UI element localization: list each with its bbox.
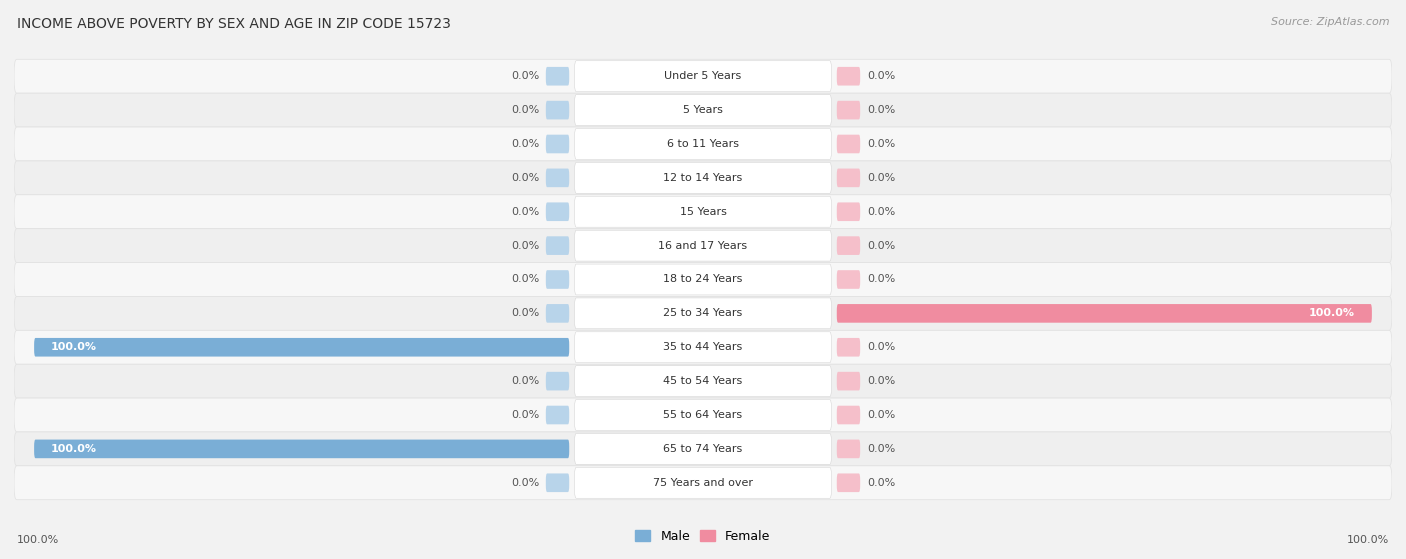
FancyBboxPatch shape bbox=[837, 169, 860, 187]
FancyBboxPatch shape bbox=[34, 439, 569, 458]
FancyBboxPatch shape bbox=[837, 101, 860, 120]
FancyBboxPatch shape bbox=[14, 432, 1392, 466]
Text: 0.0%: 0.0% bbox=[868, 139, 896, 149]
FancyBboxPatch shape bbox=[546, 67, 569, 86]
Text: 12 to 14 Years: 12 to 14 Years bbox=[664, 173, 742, 183]
Text: 65 to 74 Years: 65 to 74 Years bbox=[664, 444, 742, 454]
Text: 0.0%: 0.0% bbox=[510, 207, 538, 217]
Text: 25 to 34 Years: 25 to 34 Years bbox=[664, 309, 742, 319]
FancyBboxPatch shape bbox=[575, 298, 831, 329]
Text: 0.0%: 0.0% bbox=[510, 139, 538, 149]
Text: Under 5 Years: Under 5 Years bbox=[665, 71, 741, 81]
FancyBboxPatch shape bbox=[14, 195, 1392, 229]
Text: 0.0%: 0.0% bbox=[868, 342, 896, 352]
FancyBboxPatch shape bbox=[575, 400, 831, 430]
FancyBboxPatch shape bbox=[546, 202, 569, 221]
Text: Source: ZipAtlas.com: Source: ZipAtlas.com bbox=[1271, 17, 1389, 27]
FancyBboxPatch shape bbox=[837, 67, 860, 86]
Text: 0.0%: 0.0% bbox=[510, 410, 538, 420]
Text: 0.0%: 0.0% bbox=[868, 173, 896, 183]
Text: 0.0%: 0.0% bbox=[510, 274, 538, 285]
FancyBboxPatch shape bbox=[14, 398, 1392, 432]
Text: 0.0%: 0.0% bbox=[510, 376, 538, 386]
Text: 35 to 44 Years: 35 to 44 Years bbox=[664, 342, 742, 352]
FancyBboxPatch shape bbox=[14, 161, 1392, 195]
Text: 100.0%: 100.0% bbox=[17, 535, 59, 545]
FancyBboxPatch shape bbox=[14, 364, 1392, 398]
FancyBboxPatch shape bbox=[837, 473, 860, 492]
FancyBboxPatch shape bbox=[34, 338, 569, 357]
FancyBboxPatch shape bbox=[14, 466, 1392, 500]
FancyBboxPatch shape bbox=[575, 230, 831, 261]
Legend: Male, Female: Male, Female bbox=[630, 525, 776, 548]
FancyBboxPatch shape bbox=[546, 304, 569, 323]
Text: 100.0%: 100.0% bbox=[1347, 535, 1389, 545]
FancyBboxPatch shape bbox=[546, 169, 569, 187]
FancyBboxPatch shape bbox=[546, 101, 569, 120]
Text: 0.0%: 0.0% bbox=[868, 478, 896, 488]
Text: 5 Years: 5 Years bbox=[683, 105, 723, 115]
FancyBboxPatch shape bbox=[575, 129, 831, 159]
FancyBboxPatch shape bbox=[837, 135, 860, 153]
FancyBboxPatch shape bbox=[837, 439, 860, 458]
Text: 6 to 11 Years: 6 to 11 Years bbox=[666, 139, 740, 149]
Text: 15 Years: 15 Years bbox=[679, 207, 727, 217]
FancyBboxPatch shape bbox=[14, 229, 1392, 263]
Text: 16 and 17 Years: 16 and 17 Years bbox=[658, 240, 748, 250]
Text: 0.0%: 0.0% bbox=[868, 207, 896, 217]
FancyBboxPatch shape bbox=[575, 467, 831, 498]
FancyBboxPatch shape bbox=[14, 296, 1392, 330]
FancyBboxPatch shape bbox=[14, 330, 1392, 364]
Text: INCOME ABOVE POVERTY BY SEX AND AGE IN ZIP CODE 15723: INCOME ABOVE POVERTY BY SEX AND AGE IN Z… bbox=[17, 17, 451, 31]
FancyBboxPatch shape bbox=[14, 263, 1392, 296]
FancyBboxPatch shape bbox=[546, 135, 569, 153]
Text: 100.0%: 100.0% bbox=[51, 342, 97, 352]
Text: 75 Years and over: 75 Years and over bbox=[652, 478, 754, 488]
Text: 0.0%: 0.0% bbox=[510, 478, 538, 488]
FancyBboxPatch shape bbox=[14, 127, 1392, 161]
FancyBboxPatch shape bbox=[546, 473, 569, 492]
Text: 55 to 64 Years: 55 to 64 Years bbox=[664, 410, 742, 420]
FancyBboxPatch shape bbox=[575, 61, 831, 92]
FancyBboxPatch shape bbox=[837, 236, 860, 255]
Text: 100.0%: 100.0% bbox=[1309, 309, 1355, 319]
Text: 0.0%: 0.0% bbox=[868, 376, 896, 386]
FancyBboxPatch shape bbox=[837, 372, 860, 390]
Text: 0.0%: 0.0% bbox=[868, 274, 896, 285]
FancyBboxPatch shape bbox=[14, 93, 1392, 127]
Text: 0.0%: 0.0% bbox=[510, 105, 538, 115]
FancyBboxPatch shape bbox=[14, 59, 1392, 93]
FancyBboxPatch shape bbox=[575, 332, 831, 363]
Text: 18 to 24 Years: 18 to 24 Years bbox=[664, 274, 742, 285]
FancyBboxPatch shape bbox=[546, 236, 569, 255]
Text: 0.0%: 0.0% bbox=[510, 71, 538, 81]
FancyBboxPatch shape bbox=[837, 304, 1372, 323]
FancyBboxPatch shape bbox=[575, 366, 831, 396]
FancyBboxPatch shape bbox=[837, 202, 860, 221]
FancyBboxPatch shape bbox=[837, 406, 860, 424]
Text: 0.0%: 0.0% bbox=[868, 410, 896, 420]
Text: 0.0%: 0.0% bbox=[868, 105, 896, 115]
Text: 0.0%: 0.0% bbox=[510, 173, 538, 183]
FancyBboxPatch shape bbox=[546, 372, 569, 390]
FancyBboxPatch shape bbox=[837, 338, 860, 357]
Text: 100.0%: 100.0% bbox=[51, 444, 97, 454]
FancyBboxPatch shape bbox=[837, 270, 860, 289]
FancyBboxPatch shape bbox=[546, 270, 569, 289]
FancyBboxPatch shape bbox=[575, 264, 831, 295]
FancyBboxPatch shape bbox=[575, 94, 831, 126]
FancyBboxPatch shape bbox=[575, 433, 831, 465]
Text: 45 to 54 Years: 45 to 54 Years bbox=[664, 376, 742, 386]
FancyBboxPatch shape bbox=[575, 196, 831, 227]
Text: 0.0%: 0.0% bbox=[510, 240, 538, 250]
Text: 0.0%: 0.0% bbox=[868, 71, 896, 81]
Text: 0.0%: 0.0% bbox=[868, 444, 896, 454]
FancyBboxPatch shape bbox=[546, 406, 569, 424]
Text: 0.0%: 0.0% bbox=[510, 309, 538, 319]
Text: 0.0%: 0.0% bbox=[868, 240, 896, 250]
FancyBboxPatch shape bbox=[575, 163, 831, 193]
